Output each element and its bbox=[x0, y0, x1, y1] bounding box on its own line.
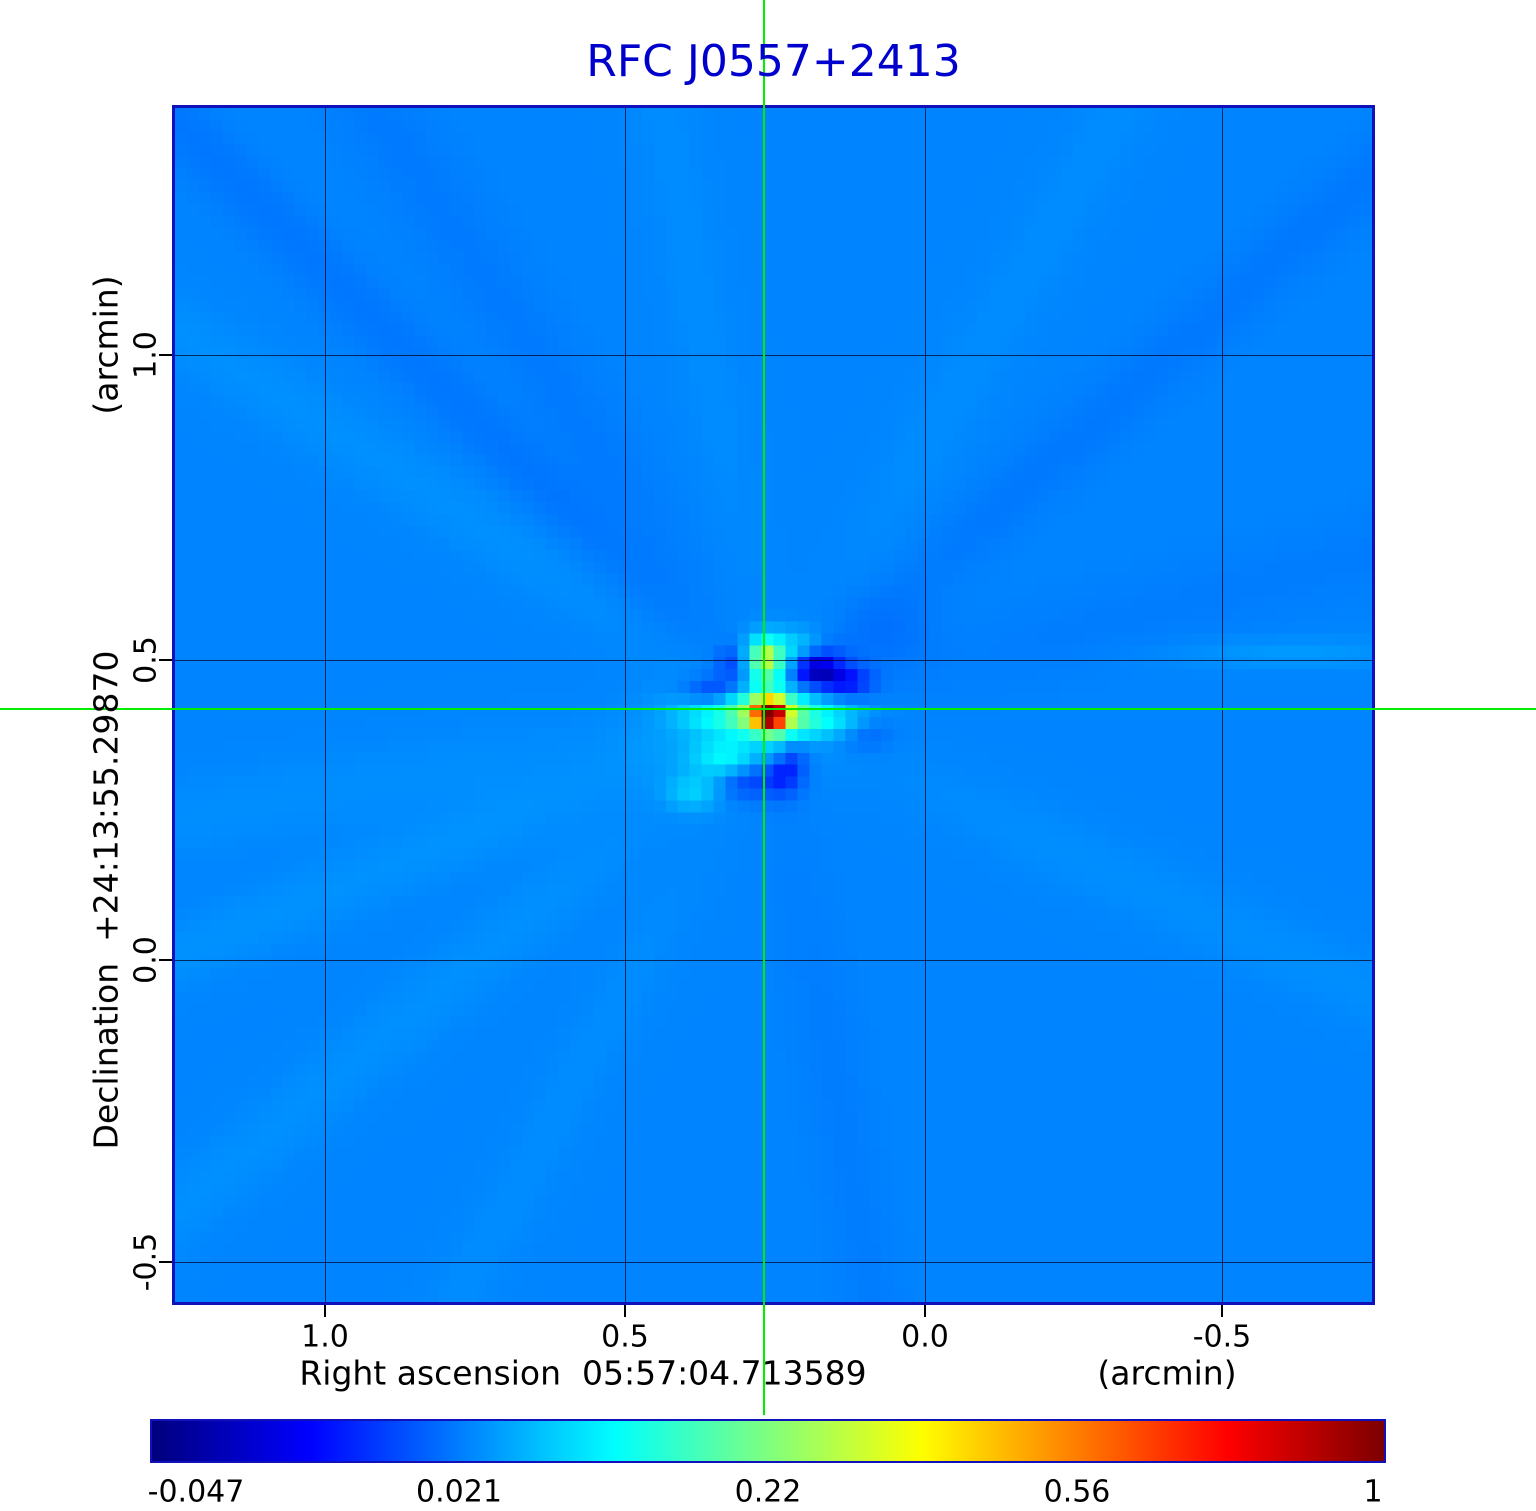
gridline-horizontal bbox=[175, 355, 1372, 356]
x-axis-label: Right ascension 05:57:04.713589 bbox=[299, 1353, 867, 1393]
colorbar-tick-label: 0.56 bbox=[1043, 1474, 1111, 1510]
crosshair-horizontal-line bbox=[0, 708, 1536, 710]
x-tick-label: 0.5 bbox=[601, 1319, 649, 1355]
gridline-horizontal bbox=[175, 1262, 1372, 1263]
gridline-vertical bbox=[925, 108, 926, 1302]
x-tick-label: 1.0 bbox=[301, 1319, 349, 1355]
y-axis-tick bbox=[159, 959, 172, 961]
x-axis-tick bbox=[324, 1305, 326, 1317]
colorbar-tick-label: -0.047 bbox=[147, 1474, 245, 1510]
gridline-vertical bbox=[325, 108, 326, 1302]
y-axis-tick bbox=[159, 659, 172, 661]
plot-title: RFC J0557+2413 bbox=[586, 36, 961, 87]
y-tick-label: 1.0 bbox=[128, 331, 164, 379]
crosshair-vertical-line bbox=[763, 0, 765, 1415]
y-axis-label: Declination +24:13:55.29870 bbox=[86, 650, 126, 1150]
gridline-vertical bbox=[1222, 108, 1223, 1302]
colorbar bbox=[150, 1419, 1386, 1463]
colorbar-tick-label: 0.021 bbox=[416, 1474, 502, 1510]
x-tick-label: 0.0 bbox=[901, 1319, 949, 1355]
x-axis-unit-label: (arcmin) bbox=[1097, 1353, 1237, 1393]
colorbar-gradient bbox=[152, 1421, 1384, 1461]
radio-intensity-map bbox=[175, 108, 1372, 1302]
y-tick-label: 0.0 bbox=[128, 936, 164, 984]
y-tick-label: -0.5 bbox=[128, 1232, 164, 1292]
y-tick-label: 0.5 bbox=[128, 636, 164, 684]
gridline-horizontal bbox=[175, 960, 1372, 961]
colorbar-tick-label: 0.22 bbox=[734, 1474, 802, 1510]
gridline-horizontal bbox=[175, 660, 1372, 661]
gridline-vertical bbox=[625, 108, 626, 1302]
x-tick-label: -0.5 bbox=[1192, 1319, 1252, 1355]
x-axis-tick bbox=[624, 1305, 626, 1317]
x-axis-tick bbox=[924, 1305, 926, 1317]
y-axis-unit-label: (arcmin) bbox=[86, 275, 126, 415]
sky-map-panel bbox=[172, 105, 1375, 1305]
x-axis-tick bbox=[1221, 1305, 1223, 1317]
colorbar-tick-label: 1 bbox=[1363, 1474, 1383, 1510]
y-axis-tick bbox=[159, 354, 172, 356]
y-axis-tick bbox=[159, 1261, 172, 1263]
